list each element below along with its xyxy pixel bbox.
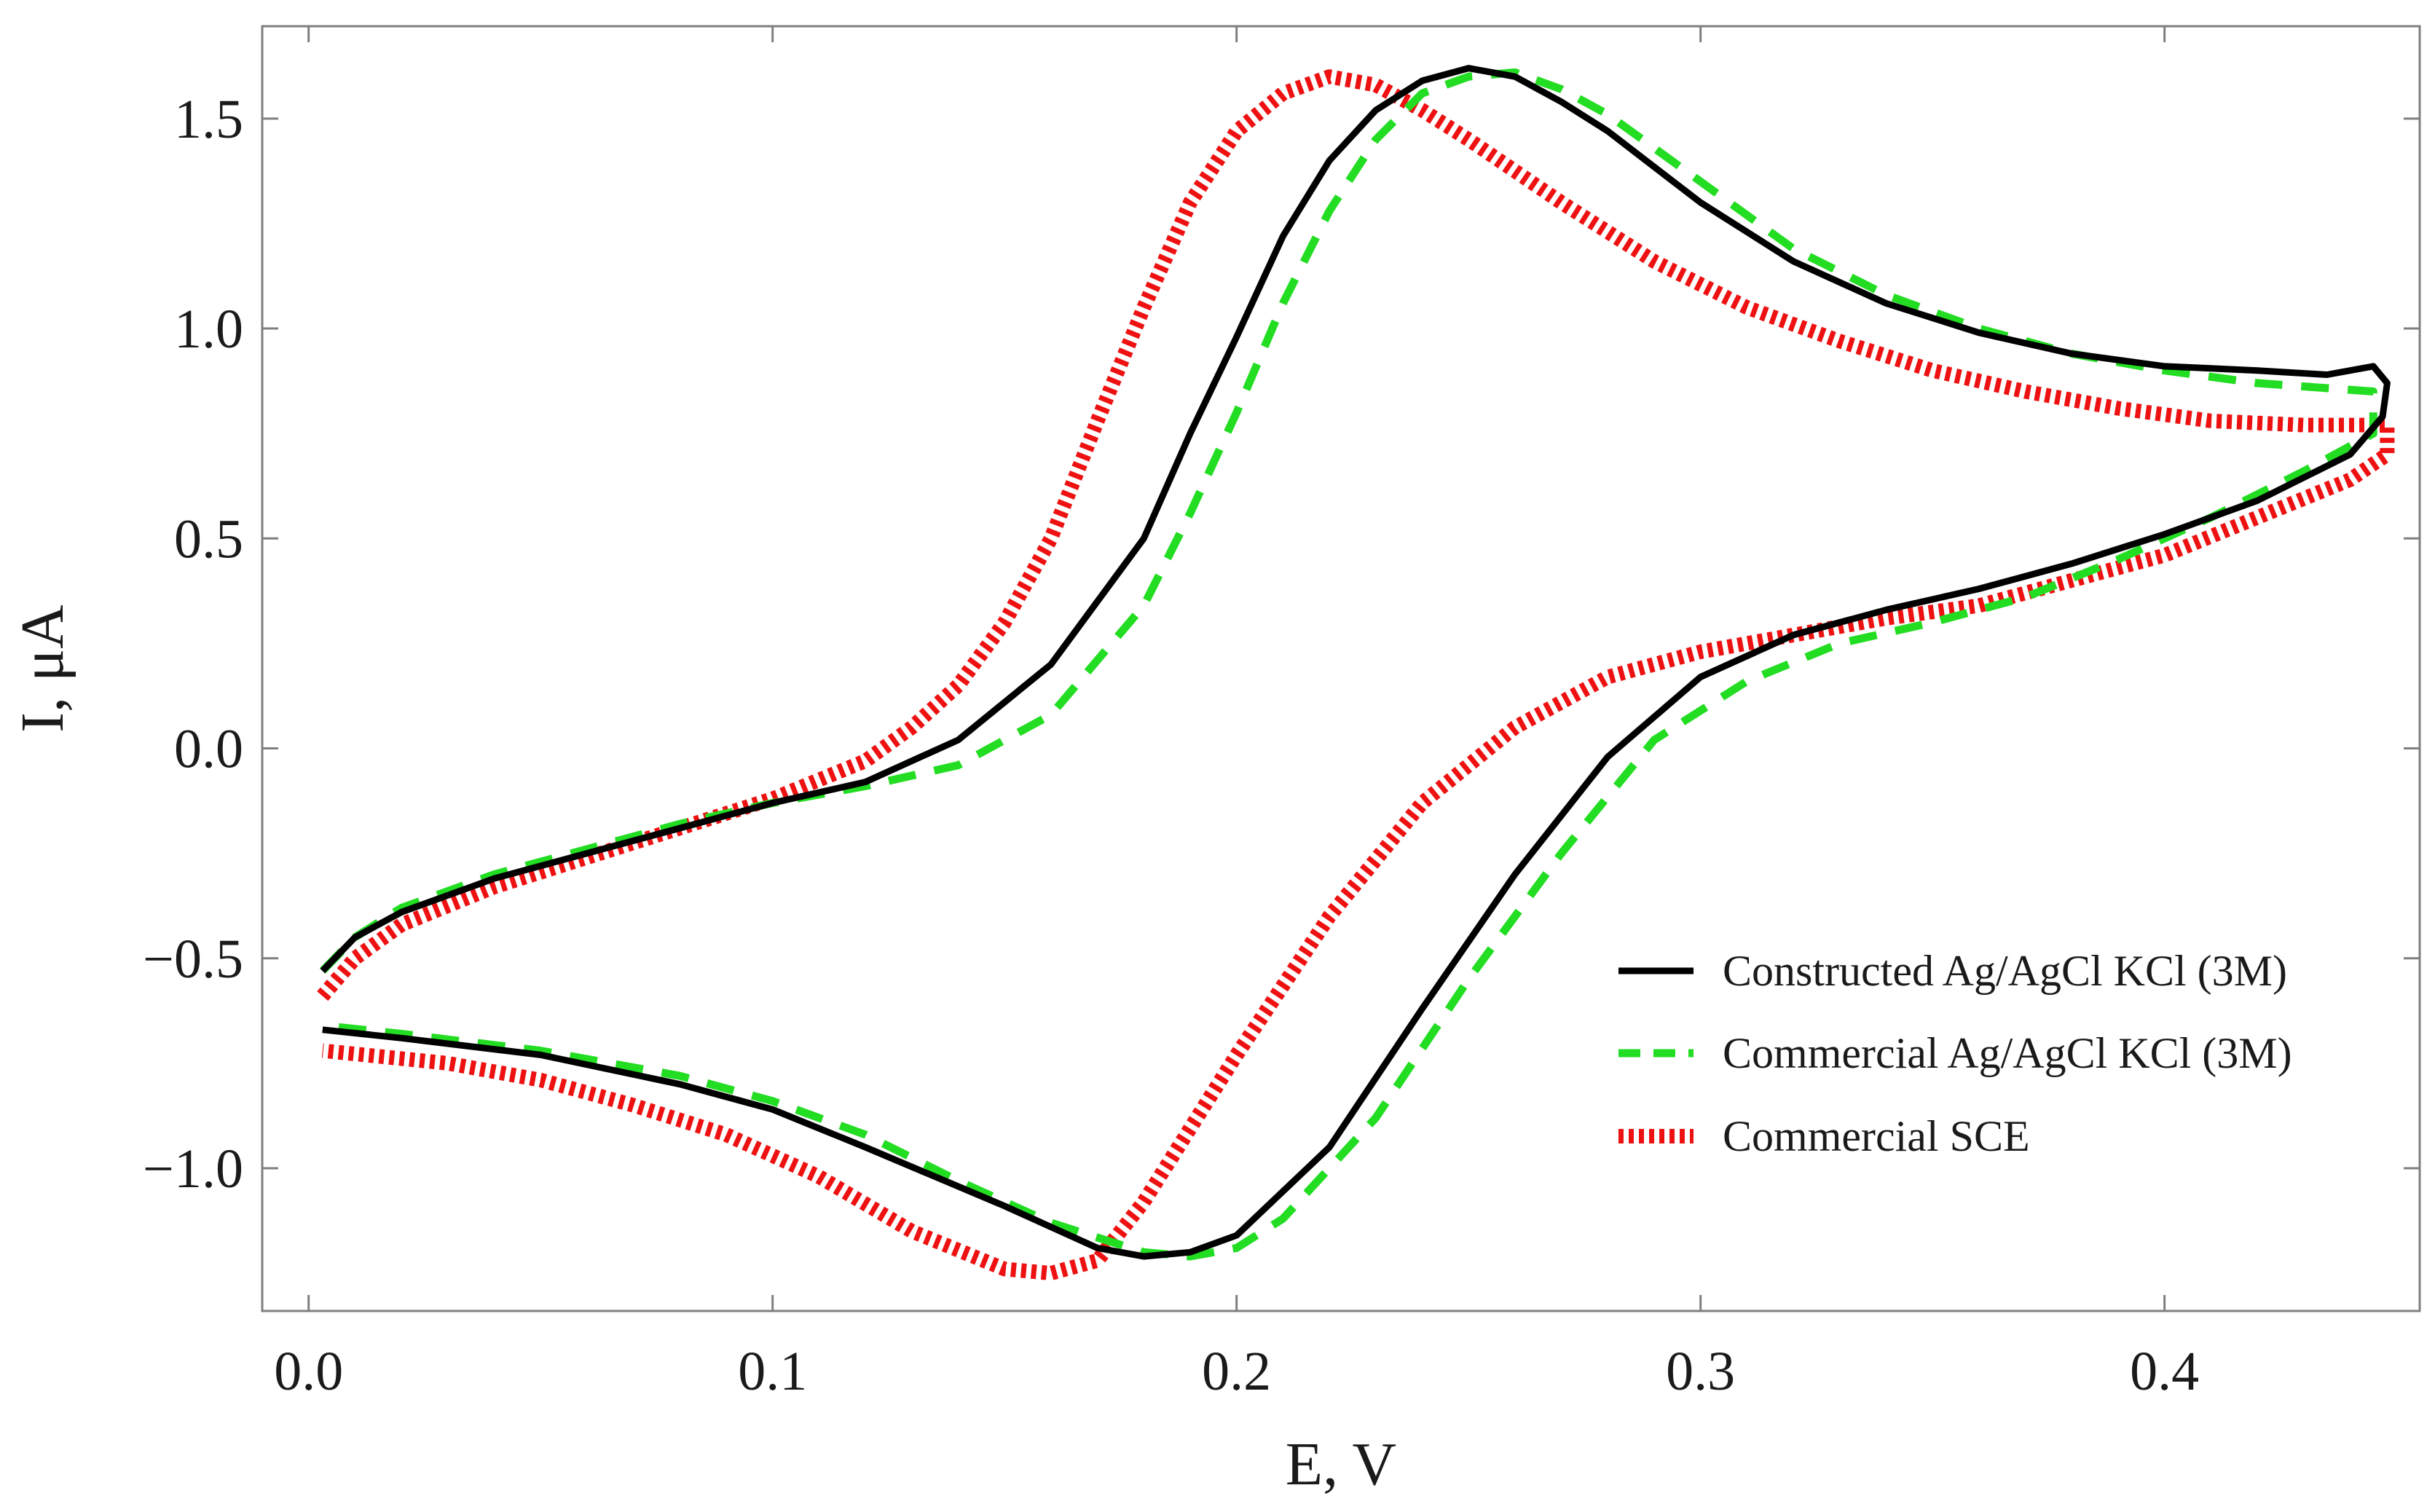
legend: Constructed Ag/AgCl KCl (3M) Commercial A… [1618, 947, 2292, 1160]
axis-tick-labels: 0.0 0.1 0.2 0.3 0.4 −1.0 −0.5 0.0 0.5 1.0 1.5 [143, 89, 2199, 1402]
y-tick-label: 1.0 [174, 299, 243, 360]
legend-label: Commercial SCE [1723, 1112, 2030, 1160]
series-line-1 [320, 65, 2391, 1260]
x-tick-label: 0.1 [738, 1341, 807, 1402]
x-tick-label: 0.4 [2130, 1341, 2199, 1402]
x-tick-label: 0.2 [1202, 1341, 1271, 1402]
y-tick-label: 0.0 [174, 719, 243, 780]
plot-lines [317, 65, 2395, 1281]
axis-ticks [262, 26, 2420, 1311]
x-tick-label: 0.3 [1666, 1341, 1735, 1402]
x-tick-label: 0.0 [274, 1341, 343, 1402]
series-line-2 [319, 68, 2377, 1261]
x-axis-title: E, V [1286, 1430, 1396, 1498]
y-tick-label: −1.0 [143, 1138, 243, 1200]
legend-label: Constructed Ag/AgCl KCl (3M) [1723, 947, 2287, 995]
legend-label: Commercial Ag/AgCl KCl (3M) [1723, 1029, 2292, 1077]
plot-frame [261, 25, 2421, 1312]
y-tick-label: −0.5 [143, 929, 243, 990]
y-tick-label: 0.5 [174, 508, 243, 570]
y-tick-label: 1.5 [174, 89, 243, 150]
y-axis-title: I, μA [9, 605, 76, 733]
